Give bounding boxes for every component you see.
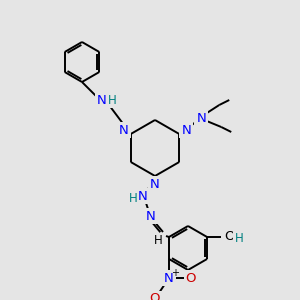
- Text: N: N: [119, 124, 129, 136]
- Text: N: N: [181, 124, 191, 136]
- Text: O: O: [224, 230, 234, 244]
- Text: H: H: [154, 235, 162, 248]
- Text: N: N: [97, 94, 107, 106]
- Text: H: H: [108, 94, 116, 106]
- Text: H: H: [129, 191, 137, 205]
- Text: −: −: [146, 296, 156, 300]
- Text: O: O: [150, 292, 160, 300]
- Text: N: N: [150, 178, 160, 190]
- Text: N: N: [164, 272, 174, 284]
- Text: +: +: [171, 268, 179, 278]
- Text: H: H: [235, 232, 243, 245]
- Text: N: N: [138, 190, 148, 202]
- Text: N: N: [196, 112, 206, 125]
- Text: O: O: [186, 272, 196, 284]
- Text: N: N: [146, 209, 156, 223]
